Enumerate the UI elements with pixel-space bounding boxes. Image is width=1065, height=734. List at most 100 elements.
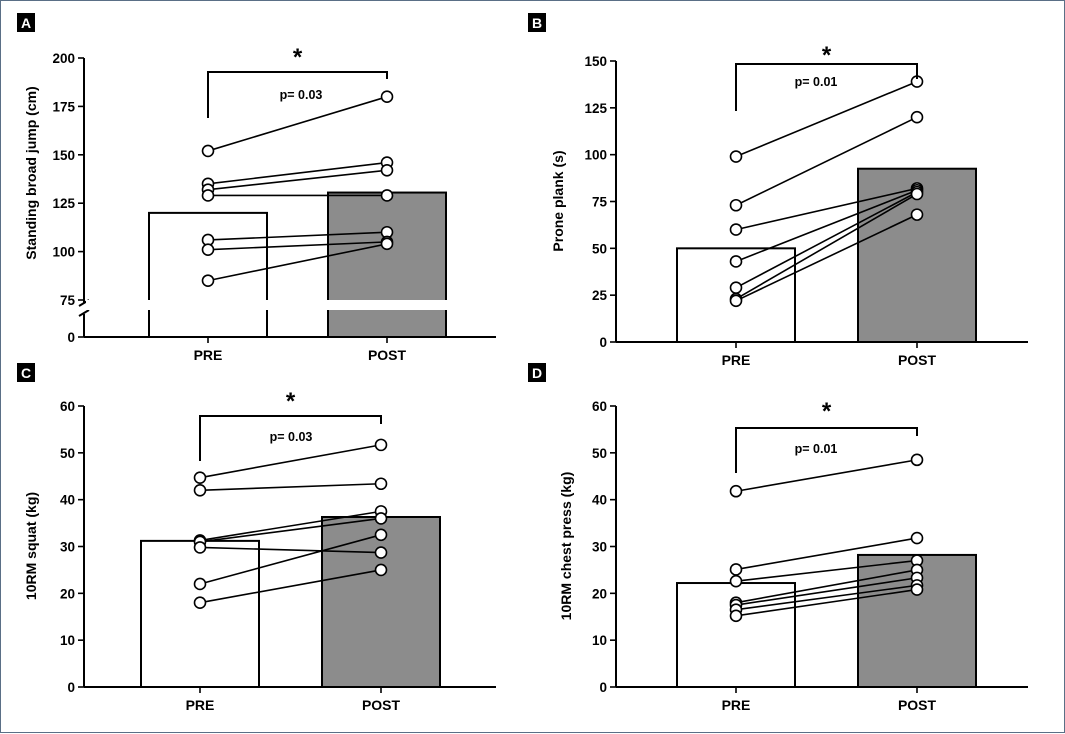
x-tick-label: POST	[368, 347, 407, 363]
y-tick-label: 60	[592, 399, 607, 414]
y-axis-label: 10RM squat (kg)	[23, 492, 39, 600]
y-tick-label: 40	[592, 493, 607, 508]
y-tick-label: 10	[60, 633, 75, 648]
subject-point	[729, 281, 743, 294]
subject-point	[910, 208, 924, 221]
significance-star: *	[286, 388, 296, 415]
p-value-label: p= 0.03	[280, 88, 323, 102]
subject-line	[199, 510, 382, 542]
panel-b: B 0 25 50 75 100 125 150 PRE POST Prone plank (s) *…	[528, 13, 1028, 368]
subject-point	[729, 294, 743, 308]
significance-bracket	[735, 63, 918, 111]
x-tick-label: PRE	[722, 352, 751, 368]
subject-line	[199, 444, 382, 479]
subject-point	[380, 163, 394, 177]
subject-line	[199, 534, 382, 585]
subject-line	[207, 169, 388, 191]
subject-point	[910, 110, 924, 124]
y-tick-label: 50	[60, 446, 75, 461]
y-tick-label: 10	[592, 633, 607, 648]
subject-point	[729, 484, 743, 498]
y-tick-label: 200	[52, 51, 75, 66]
y-tick-label: 0	[67, 330, 75, 345]
y-tick-label: 20	[60, 586, 75, 601]
x-tick-label: POST	[362, 697, 401, 713]
subject-point	[380, 90, 394, 104]
y-tick-label: 0	[599, 680, 607, 695]
y-tick-label: 75	[592, 195, 608, 210]
panel-letter-badge	[17, 363, 35, 382]
y-tick-label: 25	[592, 288, 608, 303]
x-tick-label: POST	[898, 697, 937, 713]
subject-line	[207, 231, 388, 241]
axis-break-gap	[86, 300, 498, 310]
subject-point	[374, 512, 388, 525]
subject-point	[374, 438, 388, 452]
subject-point	[374, 528, 388, 542]
y-tick-label: 100	[52, 245, 75, 260]
subject-line	[735, 193, 918, 300]
subject-line	[735, 569, 918, 604]
bar-post	[327, 191, 447, 338]
significance-bracket	[735, 427, 918, 473]
subject-line	[735, 189, 918, 263]
panel-letter: B	[532, 15, 542, 31]
bar-post	[321, 515, 441, 688]
significance-star: *	[293, 44, 303, 71]
subject-point	[729, 198, 743, 212]
p-value-label: p= 0.01	[795, 442, 838, 456]
subject-line	[735, 559, 918, 582]
y-tick-label: 20	[592, 586, 607, 601]
significance-bracket	[207, 71, 388, 118]
subject-line	[735, 584, 918, 611]
y-tick-label: 50	[592, 241, 607, 256]
subject-point	[193, 596, 207, 610]
subject-point	[729, 150, 743, 163]
y-tick-label: 50	[592, 446, 607, 461]
x-tick-label: PRE	[722, 697, 751, 713]
subject-point	[201, 274, 215, 287]
subject-point	[193, 471, 207, 484]
subject-line	[735, 187, 918, 231]
panel-letter-badge	[17, 13, 35, 32]
subject-point	[201, 189, 215, 202]
subject-line	[735, 213, 918, 302]
p-value-label: p= 0.01	[795, 75, 838, 89]
subject-point	[380, 189, 394, 202]
subject-line	[735, 537, 918, 571]
subject-line	[199, 546, 382, 554]
y-axis-label: Prone plank (s)	[550, 150, 566, 251]
significance-star: *	[822, 42, 832, 69]
y-tick-label: 150	[52, 148, 75, 163]
y-axis-label: 10RM chest press (kg)	[558, 472, 574, 621]
subject-line	[207, 95, 388, 152]
subject-line	[735, 80, 918, 158]
subject-point	[910, 583, 924, 596]
y-tick-label: 0	[599, 335, 607, 350]
x-tick-label: POST	[898, 352, 937, 368]
y-axis-label: Standing broad jump (cm)	[23, 86, 39, 259]
panel-c: C 0 10 20 30 40 50 60 PRE POST 10RM squat (kg) * p= …	[17, 363, 496, 713]
subject-line	[735, 577, 918, 606]
y-tick-label: 60	[60, 399, 75, 414]
bar-pre	[140, 539, 260, 688]
panel-letter: A	[21, 15, 31, 31]
panel-letter-badge	[528, 13, 546, 32]
subject-point	[201, 243, 215, 256]
subject-line	[207, 241, 388, 251]
subject-point	[910, 531, 924, 545]
subject-point	[193, 577, 207, 591]
y-tick-label: 40	[60, 493, 75, 508]
subject-point	[380, 237, 394, 251]
subject-line	[735, 588, 918, 617]
subject-line	[207, 243, 388, 282]
subject-point	[729, 223, 743, 236]
y-tick-label: 150	[584, 54, 607, 69]
significance-star: *	[822, 398, 832, 425]
subject-point	[910, 453, 924, 467]
y-tick-label: 30	[592, 540, 607, 555]
x-tick-label: PRE	[194, 347, 223, 363]
subject-line	[735, 191, 918, 289]
subject-point	[729, 574, 743, 588]
